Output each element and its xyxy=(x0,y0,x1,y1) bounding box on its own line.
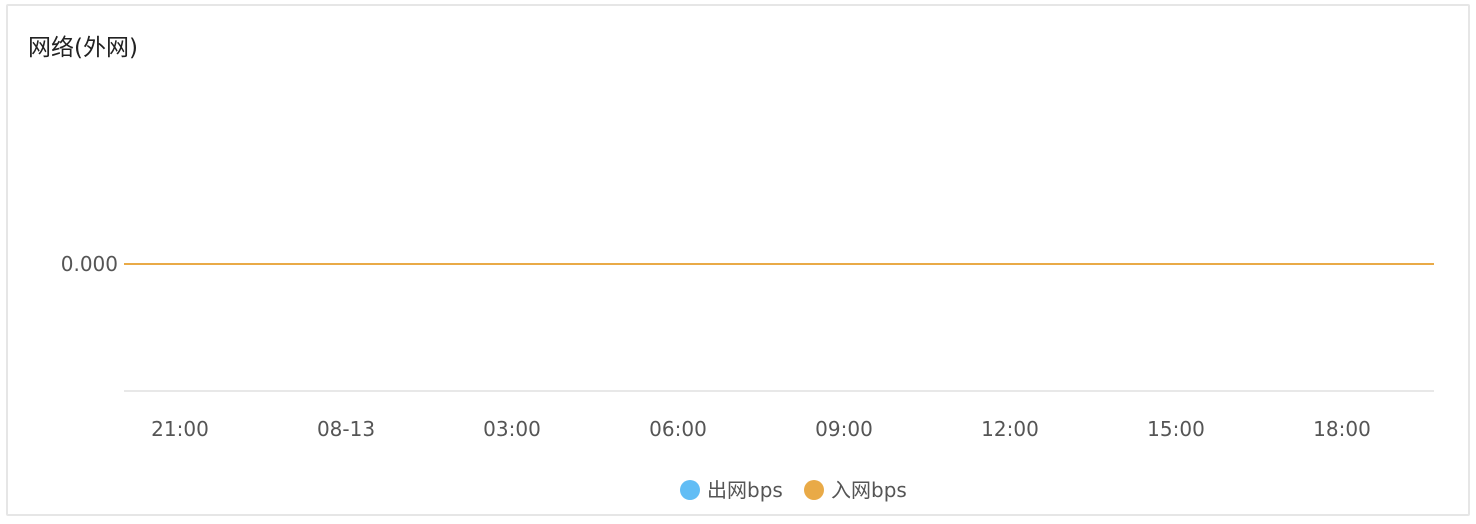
legend-marker xyxy=(804,480,824,500)
y-tick-label: 0.000 xyxy=(61,252,118,276)
chart-title: 网络(外网) xyxy=(28,35,138,61)
x-tick-label: 15:00 xyxy=(1147,417,1205,441)
legend-item-outbound[interactable]: 出网bps xyxy=(680,478,783,502)
legend-marker xyxy=(680,480,700,500)
legend-label: 出网bps xyxy=(707,478,783,502)
x-tick-label: 09:00 xyxy=(815,417,873,441)
x-tick-label: 06:00 xyxy=(649,417,707,441)
legend: 出网bps 入网bps xyxy=(680,478,907,502)
x-tick-label: 08-13 xyxy=(317,417,375,441)
axis-layer: 21:00 08-13 03:00 06:00 09:00 12:00 15:00 18:00… xyxy=(61,252,1434,441)
legend-item-inbound[interactable]: 入网bps xyxy=(804,478,907,502)
x-tick-label: 12:00 xyxy=(981,417,1039,441)
x-tick-label: 21:00 xyxy=(151,417,209,441)
x-tick-label: 03:00 xyxy=(483,417,541,441)
x-tick-label: 18:00 xyxy=(1313,417,1371,441)
legend-label: 入网bps xyxy=(831,478,907,502)
network-chart-panel: 网络(外网) xyxy=(6,4,1470,516)
